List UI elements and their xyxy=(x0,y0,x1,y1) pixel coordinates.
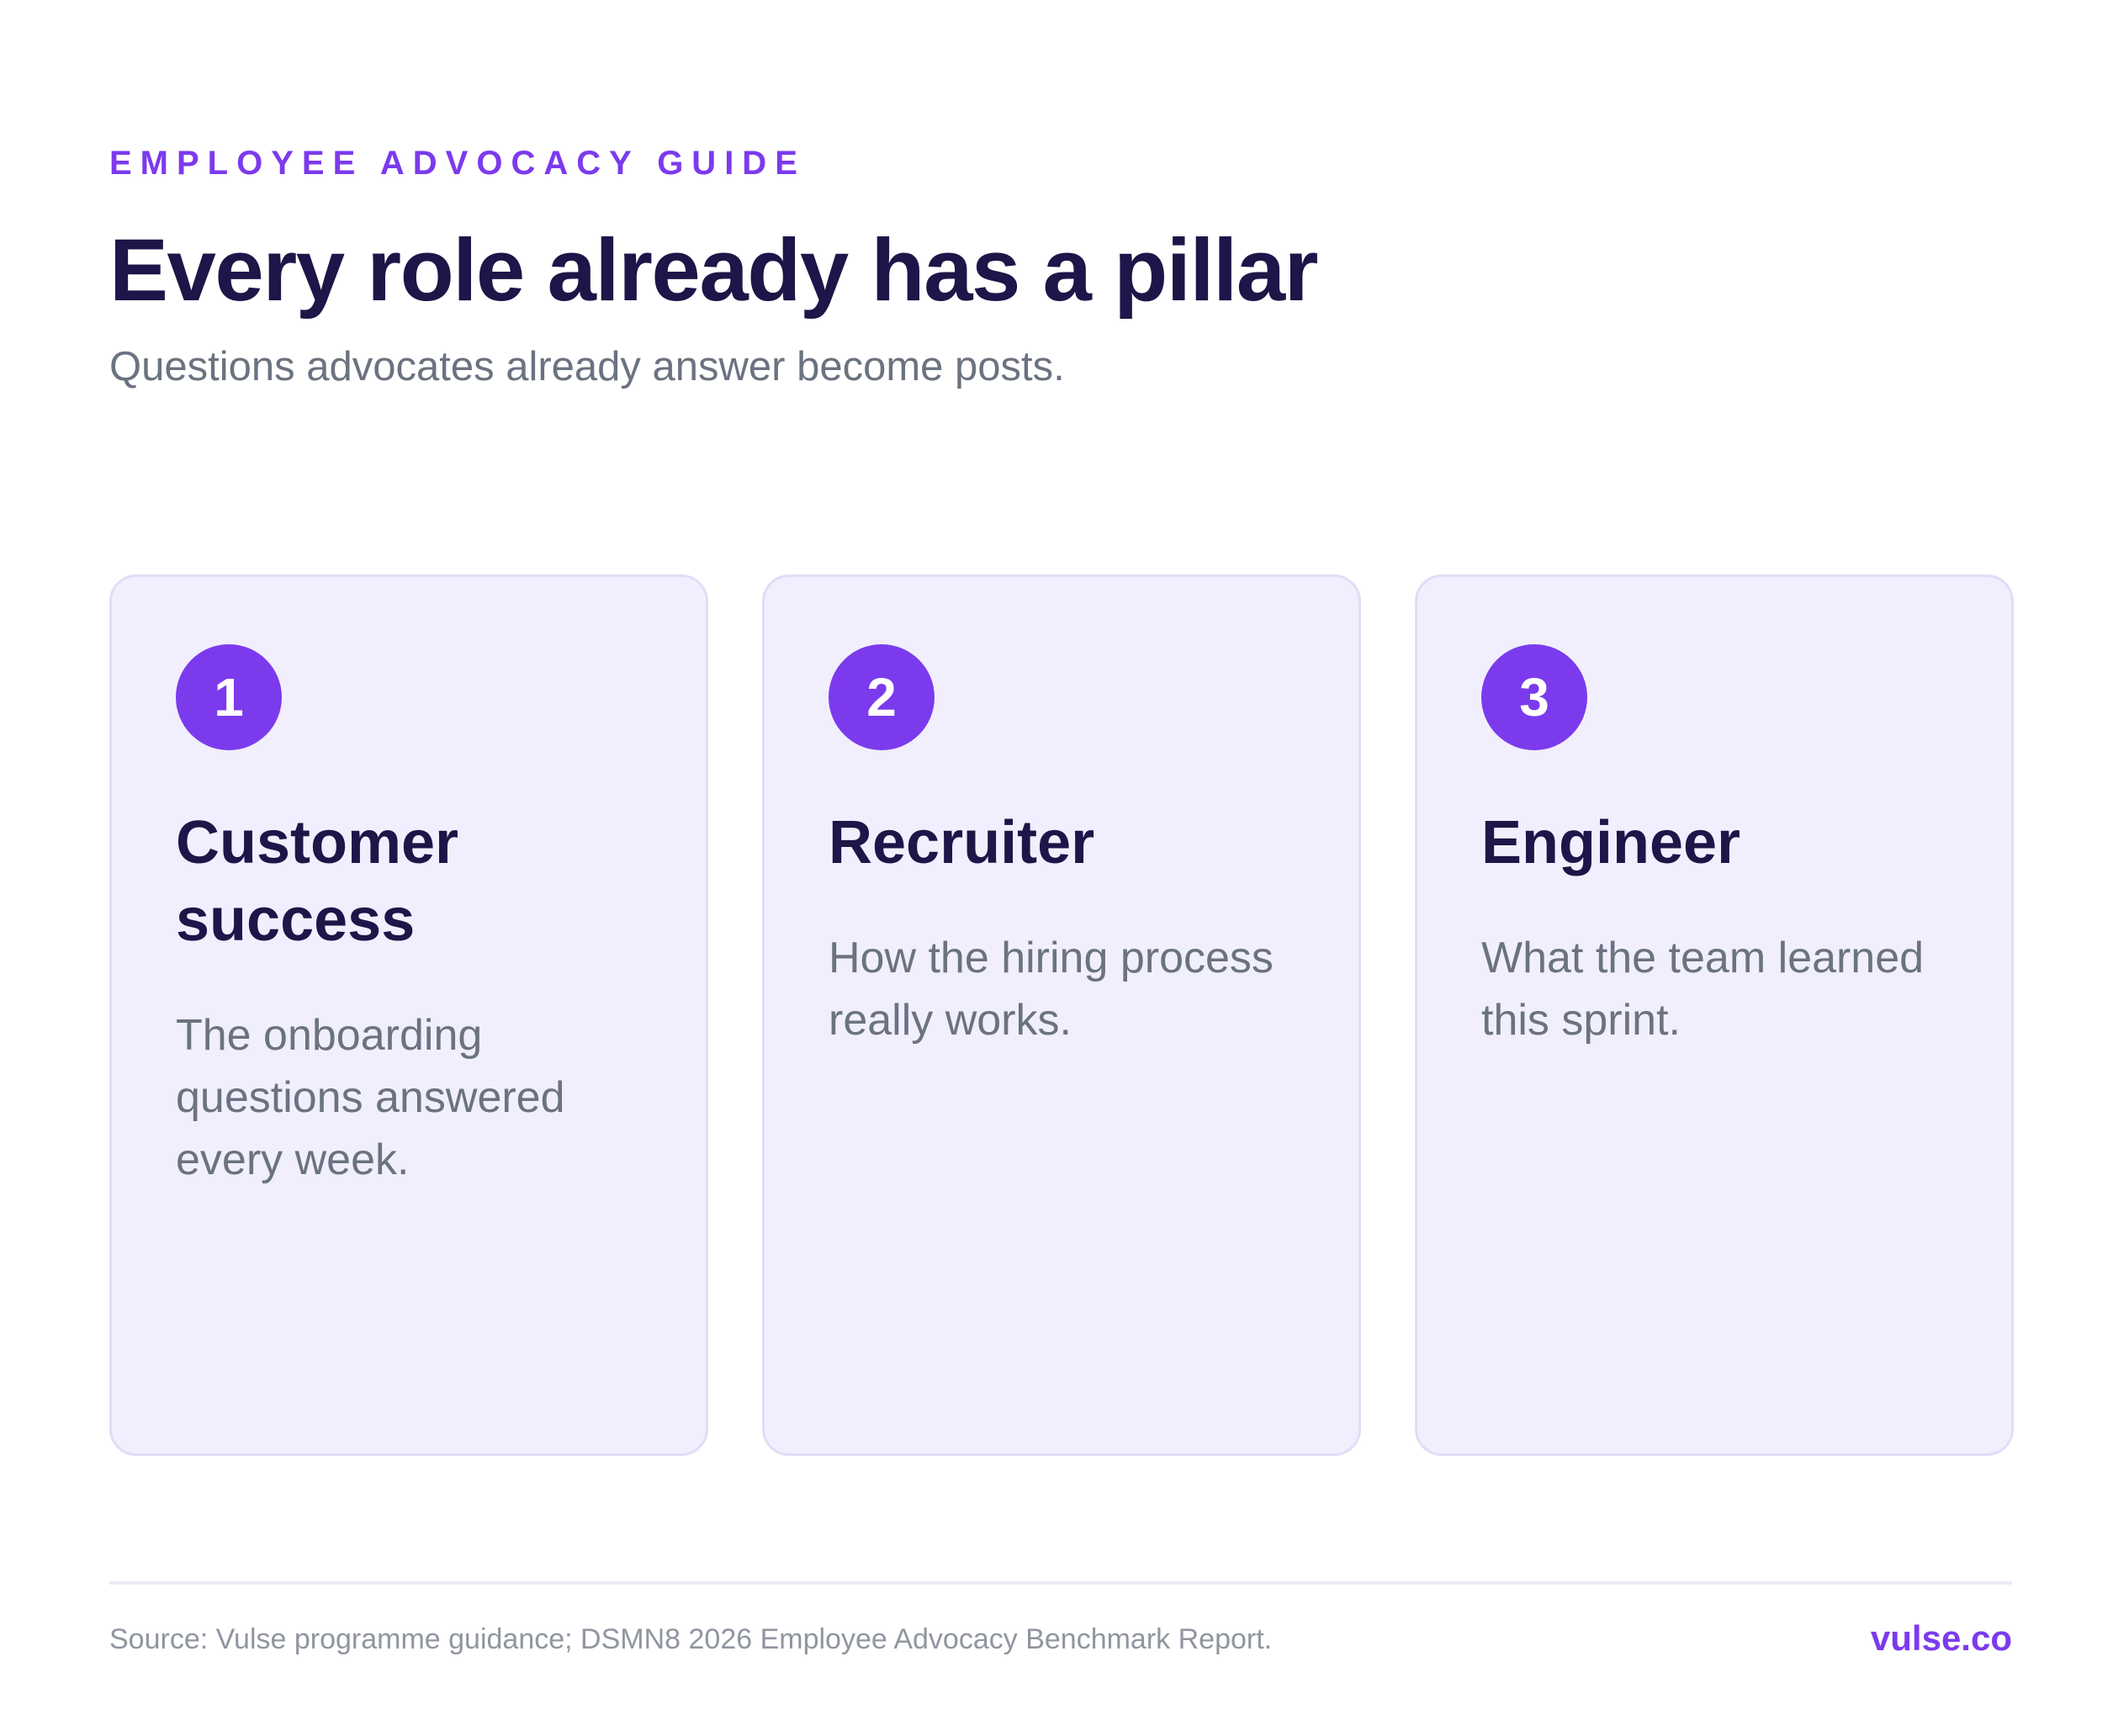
brand-link[interactable]: vulse.co xyxy=(1870,1618,2012,1658)
step-number-badge: 2 xyxy=(829,644,935,750)
role-description: What the team learned this sprint. xyxy=(1481,934,1925,1045)
role-title: Customer success xyxy=(176,809,459,954)
role-card-engineer: 3 Engineer What the team learned this sp… xyxy=(1415,574,2014,1456)
role-description: The onboarding questions answered every … xyxy=(176,1011,565,1184)
page-title: Every role already has a pillar xyxy=(109,221,1319,320)
role-description: How the hiring process really works. xyxy=(829,934,1274,1045)
role-title: Recruiter xyxy=(829,809,1095,876)
eyebrow-label: EMPLOYEE ADVOCACY GUIDE xyxy=(109,145,806,182)
source-note: Source: Vulse programme guidance; DSMN8 … xyxy=(109,1623,1273,1655)
step-number-badge: 1 xyxy=(176,644,282,750)
role-card-recruiter: 2 Recruiter How the hiring process reall… xyxy=(762,574,1361,1456)
footer-divider xyxy=(109,1581,2012,1585)
page-subtitle: Questions advocates already answer becom… xyxy=(109,344,1065,389)
role-card-customer-success: 1 Customer success The onboarding questi… xyxy=(109,574,708,1456)
step-number-badge: 3 xyxy=(1481,644,1587,750)
role-title: Engineer xyxy=(1481,809,1741,876)
